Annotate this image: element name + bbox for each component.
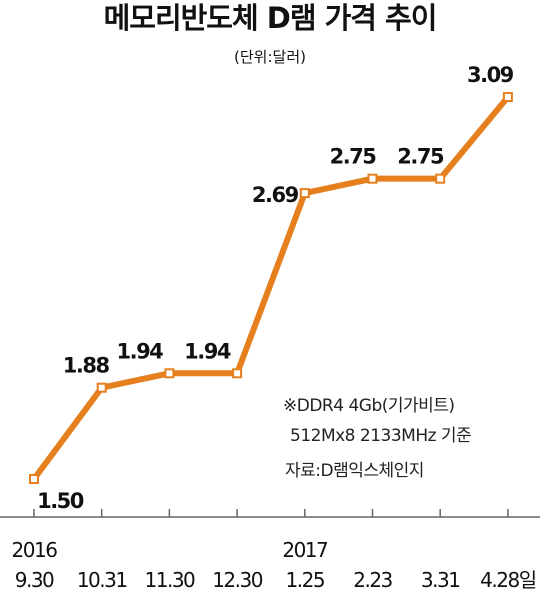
value-label: 2.75	[397, 145, 444, 169]
point	[367, 173, 378, 184]
year-label: 2016	[12, 538, 58, 562]
point	[435, 173, 446, 184]
x-tick-label: 3.31	[421, 568, 460, 592]
chart-subtitle: (단위:달러)	[234, 48, 306, 66]
x-tick-label: 11.30	[145, 568, 196, 592]
x-tick-label: 1.25	[286, 568, 325, 592]
value-label: 1.94	[184, 339, 231, 363]
x-tick-label: 2.23	[353, 568, 392, 592]
point	[96, 382, 107, 393]
value-label: 2.69	[252, 183, 299, 207]
point	[29, 474, 39, 484]
point	[502, 92, 513, 102]
value-label: 1.50	[37, 489, 84, 513]
value-label: 1.94	[116, 339, 163, 363]
note: 512Mx8 2133MHz 기준	[290, 426, 471, 446]
value-label: 3.09	[467, 63, 514, 87]
source: 자료:D램익스체인지	[285, 461, 424, 481]
x-tick-label: 10.31	[77, 568, 127, 592]
line	[31, 95, 511, 481]
note: ※DDR4 4Gb(기가비트)	[283, 396, 455, 416]
year-label: 2017	[282, 538, 328, 562]
point	[232, 368, 243, 379]
point	[164, 368, 175, 379]
x-tick-label: 12.30	[212, 568, 263, 592]
x-tick-label: 4.28일	[480, 568, 536, 592]
value-label: 2.75	[330, 145, 377, 169]
value-label: 1.88	[63, 354, 110, 378]
point	[299, 188, 310, 199]
x-tick-label: 9.30	[15, 568, 54, 592]
chart-title: 메모리반도체 D램 가격 추이	[104, 1, 437, 35]
